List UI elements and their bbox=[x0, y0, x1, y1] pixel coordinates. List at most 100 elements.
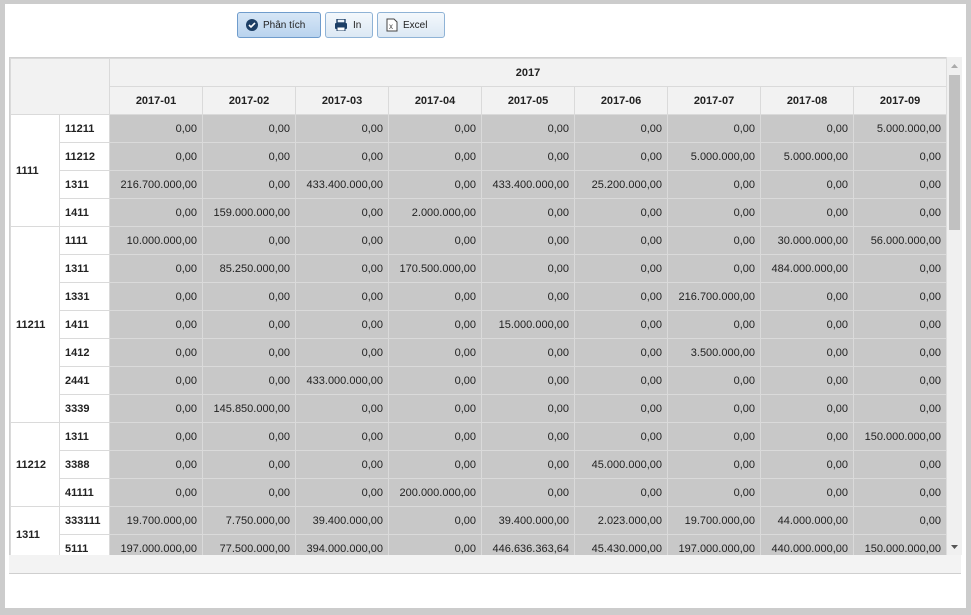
value-cell: 7.750.000,00 bbox=[202, 506, 296, 535]
value-cell: 433.000.000,00 bbox=[295, 366, 389, 395]
row-header: 1111 bbox=[59, 226, 110, 255]
data-row: 2441 0,00 0,00 433.000.000,00 0,00 0,00 0,00 0,… bbox=[11, 366, 947, 395]
value-cell: 15.000.000,00 bbox=[481, 310, 575, 339]
value-cell: 39.400.000,00 bbox=[481, 506, 575, 535]
value-cell: 0,00 bbox=[574, 310, 668, 339]
value-cell: 85.250.000,00 bbox=[202, 254, 296, 283]
month-header: 2017-03 bbox=[295, 86, 389, 115]
value-cell: 433.400.000,00 bbox=[481, 170, 575, 199]
value-cell: 0,00 bbox=[481, 198, 575, 227]
value-cell: 0,00 bbox=[852, 366, 947, 395]
value-cell: 0,00 bbox=[202, 366, 296, 395]
value-cell: 0,00 bbox=[295, 422, 389, 451]
value-cell: 0,00 bbox=[109, 478, 203, 507]
analyze-button[interactable]: Phân tích bbox=[237, 12, 321, 38]
value-cell: 0,00 bbox=[295, 198, 389, 227]
value-cell: 0,00 bbox=[574, 254, 668, 283]
value-cell: 0,00 bbox=[481, 450, 575, 479]
row-header: 1311 bbox=[59, 254, 110, 283]
value-cell: 170.500.000,00 bbox=[388, 254, 482, 283]
value-cell: 0,00 bbox=[852, 170, 947, 199]
value-cell: 0,00 bbox=[388, 142, 482, 171]
value-cell: 0,00 bbox=[574, 226, 668, 255]
value-cell: 0,00 bbox=[760, 366, 854, 395]
value-cell: 0,00 bbox=[202, 170, 296, 199]
check-icon bbox=[246, 19, 258, 31]
value-cell: 0,00 bbox=[574, 114, 668, 143]
value-cell: 433.400.000,00 bbox=[295, 170, 389, 199]
value-cell: 0,00 bbox=[481, 114, 575, 143]
value-cell: 0,00 bbox=[852, 506, 947, 535]
value-cell: 159.000.000,00 bbox=[202, 198, 296, 227]
data-row: 5111 197.000.000,00 77.500.000,00 394.000.0… bbox=[11, 534, 947, 556]
value-cell: 30.000.000,00 bbox=[760, 226, 854, 255]
value-cell: 0,00 bbox=[388, 338, 482, 367]
value-cell: 0,00 bbox=[202, 282, 296, 311]
value-cell: 2.023.000,00 bbox=[574, 506, 668, 535]
value-cell: 0,00 bbox=[202, 142, 296, 171]
month-header: 2017-08 bbox=[760, 86, 854, 115]
vertical-scrollbar[interactable] bbox=[946, 57, 962, 555]
value-cell: 77.500.000,00 bbox=[202, 534, 296, 556]
scroll-arrows bbox=[951, 64, 958, 549]
grid-footer bbox=[9, 555, 961, 574]
value-cell: 216.700.000,00 bbox=[667, 282, 761, 311]
value-cell: 0,00 bbox=[574, 338, 668, 367]
value-cell: 0,00 bbox=[109, 338, 203, 367]
print-button[interactable]: In bbox=[325, 12, 373, 38]
value-cell: 3.500.000,00 bbox=[667, 338, 761, 367]
row-header: 1411 bbox=[59, 198, 110, 227]
value-cell: 0,00 bbox=[852, 310, 947, 339]
excel-button[interactable]: x Excel bbox=[377, 12, 445, 38]
data-row: 11211 1111 10.000.000,00 0,00 0,00 0,00 0,00 0,… bbox=[10, 226, 947, 423]
value-cell: 0,00 bbox=[760, 478, 854, 507]
value-cell: 0,00 bbox=[109, 422, 203, 451]
month-header: 2017-09 bbox=[852, 86, 947, 115]
value-cell: 150.000.000,00 bbox=[852, 422, 947, 451]
value-cell: 0,00 bbox=[202, 478, 296, 507]
table-body: 1111 11211 0,00 0,00 0,00 0,00 0,00 0,00 0,00 0,0… bbox=[10, 114, 947, 556]
value-cell: 0,00 bbox=[109, 142, 203, 171]
data-row: 1411 0,00 0,00 0,00 0,00 15.000.000,00 0,00 0,0… bbox=[11, 310, 947, 339]
data-row: 1412 0,00 0,00 0,00 0,00 0,00 0,00 3.500.000,00… bbox=[11, 338, 947, 367]
data-row: 3339 0,00 145.850.000,00 0,00 0,00 0,00 0,00 0,… bbox=[11, 394, 947, 423]
value-cell: 0,00 bbox=[202, 310, 296, 339]
scroll-thumb[interactable] bbox=[949, 75, 960, 230]
value-cell: 0,00 bbox=[667, 254, 761, 283]
data-row: 11212 1311 0,00 0,00 0,00 0,00 0,00 0,00 0,00 0,0… bbox=[10, 422, 947, 507]
value-cell: 0,00 bbox=[481, 366, 575, 395]
value-cell: 0,00 bbox=[109, 310, 203, 339]
value-cell: 0,00 bbox=[202, 114, 296, 143]
value-cell: 25.200.000,00 bbox=[574, 170, 668, 199]
value-cell: 394.000.000,00 bbox=[295, 534, 389, 556]
value-cell: 2.000.000,00 bbox=[388, 198, 482, 227]
month-header: 2017-04 bbox=[388, 86, 482, 115]
value-cell: 0,00 bbox=[481, 394, 575, 423]
row-header: 5111 bbox=[59, 534, 110, 556]
row-header: 1311 bbox=[59, 422, 110, 451]
value-cell: 45.000.000,00 bbox=[574, 450, 668, 479]
data-row: 11212 0,00 0,00 0,00 0,00 0,00 0,00 5.000.000,0… bbox=[11, 142, 947, 171]
value-cell: 0,00 bbox=[481, 422, 575, 451]
value-cell: 0,00 bbox=[574, 198, 668, 227]
group-header: 1111 bbox=[10, 114, 60, 227]
value-cell: 0,00 bbox=[574, 422, 668, 451]
value-cell: 5.000.000,00 bbox=[760, 142, 854, 171]
excel-icon: x bbox=[386, 18, 398, 32]
value-cell: 0,00 bbox=[574, 282, 668, 311]
row-header: 1412 bbox=[59, 338, 110, 367]
value-cell: 0,00 bbox=[295, 226, 389, 255]
button-label: Excel bbox=[403, 19, 428, 31]
month-header: 2017-01 bbox=[109, 86, 203, 115]
data-row: 1311 216.700.000,00 0,00 433.400.000,00 0,00… bbox=[11, 170, 947, 199]
header-row: 2017 bbox=[10, 58, 947, 115]
value-cell: 0,00 bbox=[109, 394, 203, 423]
value-cell: 0,00 bbox=[295, 282, 389, 311]
value-cell: 145.850.000,00 bbox=[202, 394, 296, 423]
value-cell: 484.000.000,00 bbox=[760, 254, 854, 283]
svg-text:x: x bbox=[389, 22, 393, 31]
value-cell: 0,00 bbox=[295, 394, 389, 423]
value-cell: 0,00 bbox=[388, 310, 482, 339]
value-cell: 0,00 bbox=[109, 198, 203, 227]
value-cell: 39.400.000,00 bbox=[295, 506, 389, 535]
